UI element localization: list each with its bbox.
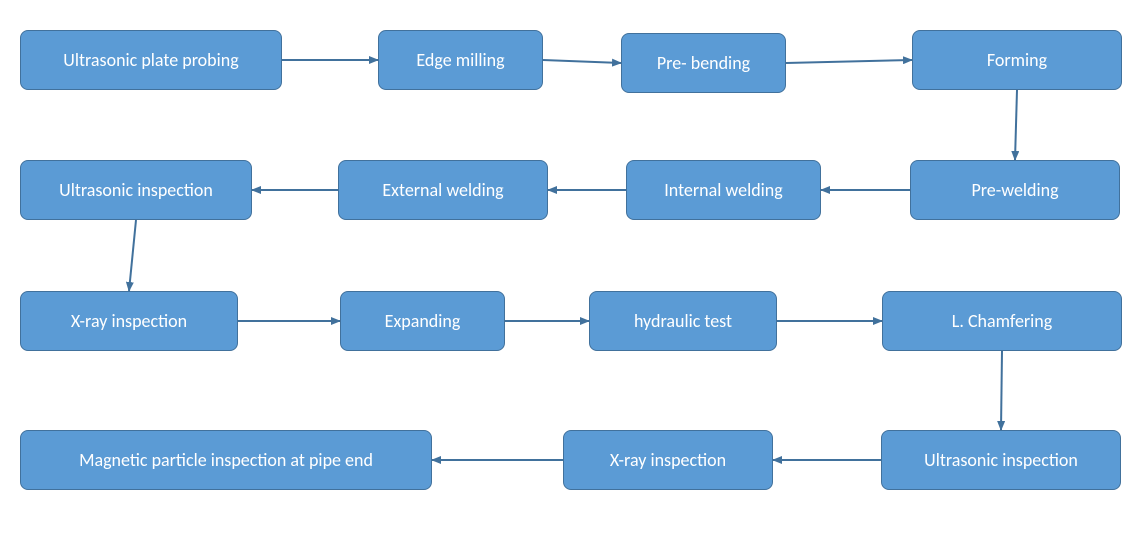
flowchart-node-label: X-ray inspection [610,449,726,471]
flowchart-node-label: L. Chamfering [952,310,1052,332]
flowchart-node: Ultrasonic plate probing [20,30,282,90]
flowchart-node-label: Magnetic particle inspection at pipe end [79,449,373,471]
flowchart-node: Magnetic particle inspection at pipe end [20,430,432,490]
flowchart-node: External welding [338,160,548,220]
flowchart-node-label: hydraulic test [634,310,732,332]
flowchart-node: hydraulic test [589,291,777,351]
flowchart-node: X-ray inspection [20,291,238,351]
flowchart-edge [543,60,621,63]
flowchart-node-label: Pre-welding [971,179,1058,201]
flowchart-node-label: Edge milling [416,49,504,71]
flowchart-node: Pre- bending [621,33,786,93]
flowchart-node: X-ray inspection [563,430,773,490]
flowchart-node: Expanding [340,291,505,351]
flowchart-edge [1001,351,1002,430]
flowchart-node-label: External welding [382,179,503,201]
flowchart-node: Ultrasonic inspection [20,160,252,220]
flowchart-node-label: Ultrasonic plate probing [63,49,238,71]
flowchart-node: Pre-welding [910,160,1120,220]
flowchart-node-label: X-ray inspection [71,310,187,332]
flowchart-node-label: Pre- bending [657,52,750,74]
flowchart-node-label: Ultrasonic inspection [924,449,1078,471]
flowchart-node: L. Chamfering [882,291,1122,351]
flowchart-node: Forming [912,30,1122,90]
flowchart-node: Ultrasonic inspection [881,430,1121,490]
flowchart-node-label: Expanding [385,310,461,332]
flowchart-node-label: Internal welding [664,179,783,201]
flowchart-edge [129,220,136,291]
flowchart-node-label: Ultrasonic inspection [59,179,213,201]
flowchart-edge [786,60,912,63]
flowchart-node-label: Forming [987,49,1047,71]
flowchart-node: Edge milling [378,30,543,90]
flowchart-edge [1015,90,1017,160]
flowchart-node: Internal welding [626,160,821,220]
